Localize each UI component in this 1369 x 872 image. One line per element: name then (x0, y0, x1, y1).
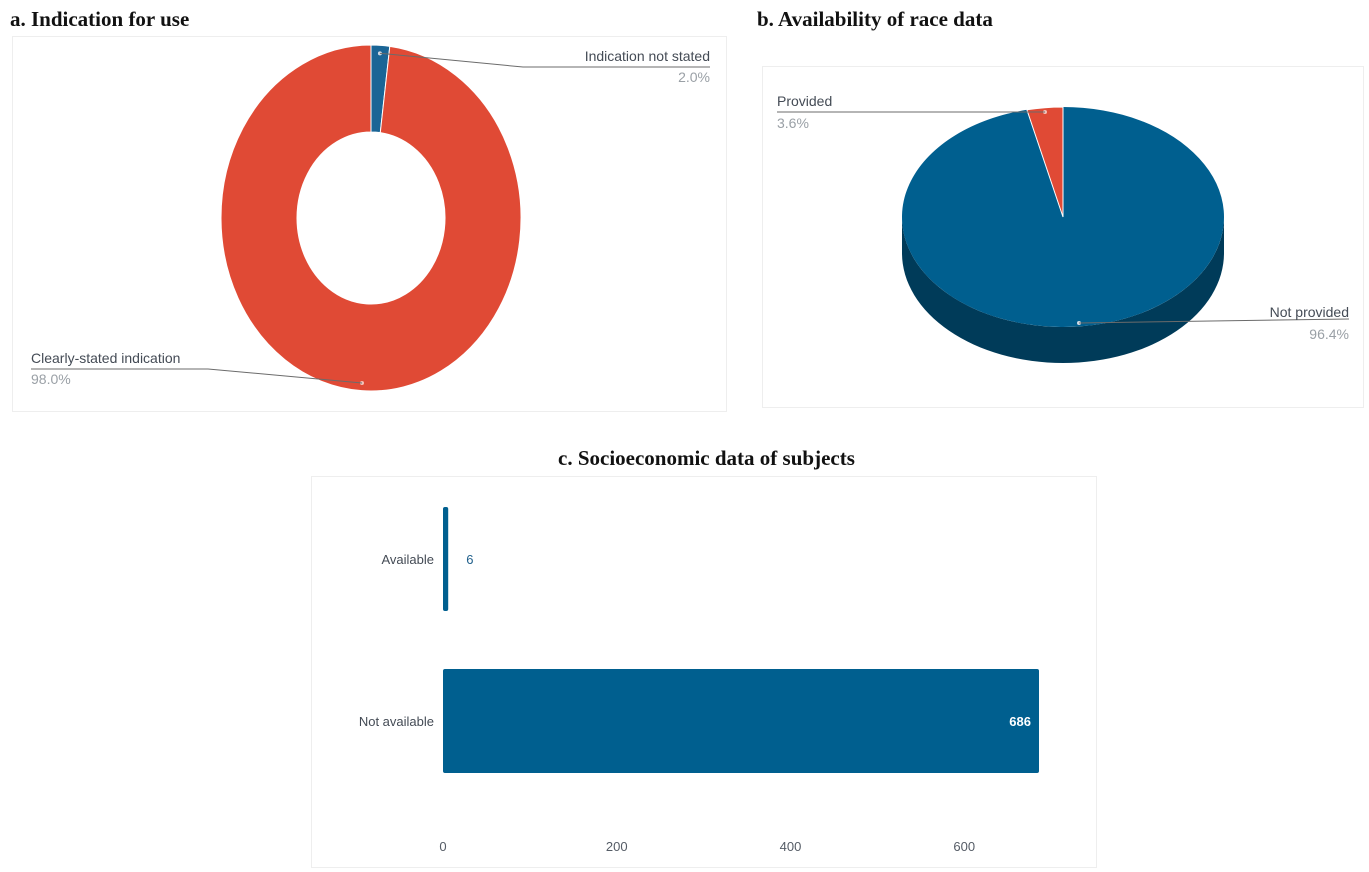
bar-chart: Available 6 Not available 686 0 200 400 600 (359, 507, 1039, 854)
category-label-0: Available (381, 552, 434, 567)
leader-line-1 (1078, 318, 1350, 324)
slice-label-1: Clearly-stated indication (31, 350, 180, 366)
chart-c-title: c. Socioeconomic data of subjects (558, 446, 855, 470)
slice-label-1: Not provided (1270, 304, 1349, 320)
pie-slice-0 (1026, 106, 1064, 218)
slice-percent-0: 3.6% (777, 115, 809, 131)
value-label-0: 6 (466, 552, 473, 567)
x-tick-label-3: 600 (953, 839, 975, 854)
chart-b-title: b. Availability of race data (757, 7, 993, 31)
x-tick-label-2: 400 (780, 839, 802, 854)
leader-line-1 (31, 368, 363, 384)
chart-a-title: a. Indication for use (10, 7, 190, 31)
chart-c-panel: Available 6 Not available 686 0 200 400 600 (311, 476, 1097, 868)
leader-line-0 (379, 52, 710, 68)
pie-chart-3d: Provided 3.6% Not provided 96.4% (777, 93, 1350, 363)
value-label-1: 686 (1009, 714, 1031, 729)
x-tick-label-1: 200 (606, 839, 628, 854)
x-tick-label-0: 0 (439, 839, 446, 854)
slice-label-0: Provided (777, 93, 832, 109)
donut-chart: Indication not stated 2.0% Clearly-stated … (31, 44, 710, 392)
chart-a-panel: Indication not stated 2.0% Clearly-stated … (12, 36, 727, 412)
slice-percent-0: 2.0% (678, 69, 710, 85)
bar-0 (443, 507, 449, 611)
donut-slice-1 (220, 44, 522, 392)
category-label-1: Not available (359, 714, 434, 729)
chart-b-panel: Provided 3.6% Not provided 96.4% (762, 66, 1364, 408)
slice-percent-1: 98.0% (31, 371, 71, 387)
pie-side (902, 217, 1224, 363)
slice-label-0: Indication not stated (585, 48, 710, 64)
slice-percent-1: 96.4% (1309, 326, 1349, 342)
bar-1 (443, 669, 1039, 773)
